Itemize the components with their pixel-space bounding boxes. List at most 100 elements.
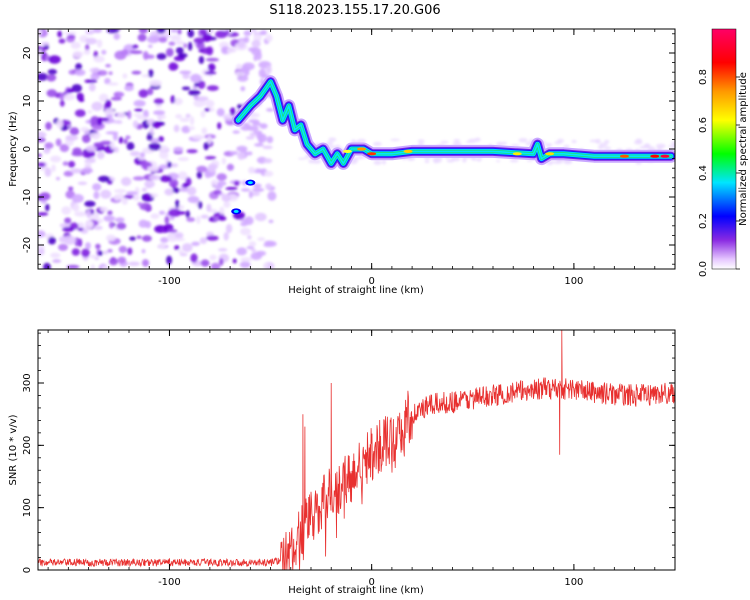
noise-blob [75, 63, 82, 71]
noise-blob [128, 261, 140, 266]
noise-blob [126, 142, 135, 151]
noise-blob [67, 34, 76, 39]
noise-blob [84, 161, 92, 170]
ridge-feature [247, 181, 253, 185]
noise-blob [603, 146, 612, 150]
noise-blob [160, 237, 169, 243]
noise-blob [106, 114, 113, 118]
noise-blob [47, 69, 58, 75]
y-tick-label: -10 [22, 189, 33, 205]
noise-blob [251, 248, 257, 253]
noise-blob [57, 30, 63, 38]
noise-blob [197, 80, 206, 89]
noise-blob [237, 40, 246, 49]
noise-blob [257, 237, 266, 242]
noise-blob [258, 68, 266, 78]
spectrogram-ridge [231, 75, 675, 215]
noise-blob [198, 49, 204, 53]
noise-blob [89, 67, 101, 73]
noise-blob [229, 151, 239, 155]
noise-blob [179, 70, 192, 75]
noise-blob [167, 161, 172, 168]
noise-blob [46, 89, 58, 98]
noise-blob [239, 218, 249, 222]
noise-blob [158, 243, 167, 249]
noise-blob [174, 232, 184, 239]
noise-blob [446, 159, 455, 163]
noise-blob [468, 138, 477, 143]
noise-blob [265, 34, 273, 42]
noise-blob [103, 250, 109, 255]
y-tick-label: 200 [22, 436, 33, 455]
noise-blob [116, 120, 123, 124]
noise-blob [262, 145, 273, 150]
noise-blob [63, 170, 74, 177]
noise-blob [518, 138, 528, 143]
noise-blob [215, 30, 228, 39]
noise-blob [101, 49, 107, 55]
noise-blob [83, 130, 91, 135]
noise-blob [240, 257, 252, 262]
noise-blob [52, 259, 62, 263]
noise-blob [85, 37, 97, 45]
noise-blob [81, 167, 93, 174]
noise-blob [252, 121, 262, 126]
noise-blob [59, 100, 65, 107]
noise-blob [108, 71, 113, 75]
snr-ylabel: SNR (10 * v/v) [8, 414, 19, 485]
noise-blob [206, 235, 219, 241]
noise-blob [69, 127, 80, 136]
noise-blob [127, 247, 133, 255]
noise-blob [168, 41, 176, 46]
noise-blob [168, 178, 179, 188]
noise-blob [233, 180, 240, 186]
noise-blob [121, 197, 128, 205]
noise-blob [93, 55, 105, 63]
snr-panel: -100 0 100 0 100 200 300 Height of straight li… [8, 329, 676, 596]
noise-blob [147, 88, 154, 96]
colorbar: 0.0 0.2 0.4 0.6 0.8 Normalized spectral ampl… [698, 28, 749, 277]
noise-blob [136, 235, 142, 239]
noise-blob [181, 125, 191, 134]
noise-blob [38, 131, 47, 139]
noise-blob [165, 48, 174, 57]
noise-blob [118, 193, 125, 201]
noise-blob [196, 215, 201, 225]
y-tick-label: 0 [22, 146, 33, 152]
noise-blob [175, 114, 183, 119]
noise-blob [132, 176, 145, 181]
noise-blob [549, 160, 555, 164]
noise-blob [66, 264, 80, 269]
noise-blob [48, 55, 61, 64]
noise-blob [373, 141, 382, 146]
noise-blob [173, 97, 183, 105]
noise-blob [133, 113, 143, 117]
colorbar-ticks: 0.0 0.2 0.4 0.6 0.8 [698, 69, 740, 277]
noise-blob [169, 163, 179, 168]
x-tick-label: -100 [158, 577, 181, 588]
noise-blob [209, 254, 217, 261]
noise-blob [496, 160, 501, 163]
noise-blob [252, 183, 262, 188]
noise-blob [72, 203, 80, 212]
noise-blob [246, 151, 253, 156]
noise-blob [85, 220, 94, 230]
noise-blob [248, 168, 257, 172]
noise-blob [148, 69, 154, 78]
noise-blob [142, 51, 149, 60]
noise-blob [38, 162, 46, 168]
noise-blob [149, 127, 154, 136]
noise-blob [604, 139, 610, 144]
noise-blob [64, 217, 72, 224]
noise-blob [116, 222, 127, 230]
noise-blob [253, 130, 263, 134]
noise-blob [149, 138, 160, 144]
noise-blob [50, 252, 61, 258]
noise-blob [207, 163, 218, 170]
x-tick-label: -100 [158, 276, 181, 287]
noise-blob [113, 189, 127, 193]
noise-blob [243, 36, 250, 43]
noise-blob [196, 165, 208, 173]
